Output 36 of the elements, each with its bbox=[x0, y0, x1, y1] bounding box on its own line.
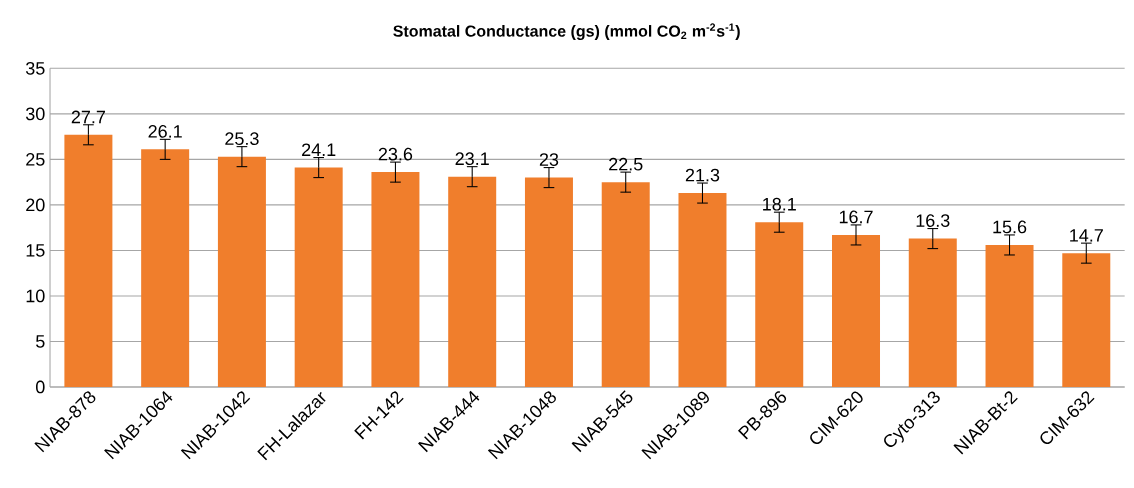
data-label: 26.1 bbox=[148, 125, 182, 138]
y-tick-label: 15 bbox=[26, 244, 45, 257]
bar bbox=[294, 167, 343, 387]
bar bbox=[678, 193, 727, 387]
bar bbox=[448, 176, 497, 387]
data-label: 23 bbox=[539, 153, 559, 166]
data-label: 14.7 bbox=[1070, 229, 1103, 242]
data-label: 24.1 bbox=[302, 143, 336, 156]
bar bbox=[371, 172, 420, 387]
bar bbox=[141, 149, 190, 387]
bar bbox=[64, 134, 113, 387]
bar bbox=[217, 156, 266, 387]
chart-title: Stomatal Conductance (gs) (mmol CO$_{2}$ m$^{-2}$s$^{-1}$) bbox=[393, 23, 740, 41]
bar bbox=[832, 234, 881, 387]
data-label: 21.3 bbox=[685, 168, 720, 182]
y-tick-label: 35 bbox=[25, 61, 45, 75]
data-label: 25.3 bbox=[225, 132, 259, 146]
data-label: 23.6 bbox=[378, 147, 413, 161]
data-label: 27.7 bbox=[71, 110, 106, 124]
bar bbox=[601, 182, 650, 387]
y-tick-label: 30 bbox=[25, 107, 45, 121]
bar bbox=[755, 222, 804, 387]
data-label: 16.7 bbox=[839, 210, 873, 224]
y-tick-label: 20 bbox=[26, 198, 45, 212]
bar bbox=[1062, 253, 1111, 387]
bar bbox=[908, 238, 957, 387]
bar bbox=[985, 244, 1034, 387]
data-label: 16.3 bbox=[916, 214, 950, 227]
data-label: 23.1 bbox=[455, 152, 489, 166]
data-label: 15.6 bbox=[993, 220, 1027, 234]
data-label: 22.5 bbox=[609, 157, 643, 171]
y-tick-label: 5 bbox=[36, 335, 45, 348]
data-label: 18.1 bbox=[763, 197, 796, 211]
y-tick-label: 25 bbox=[26, 153, 45, 166]
bar bbox=[524, 177, 573, 387]
y-tick-label: 10 bbox=[26, 289, 45, 303]
